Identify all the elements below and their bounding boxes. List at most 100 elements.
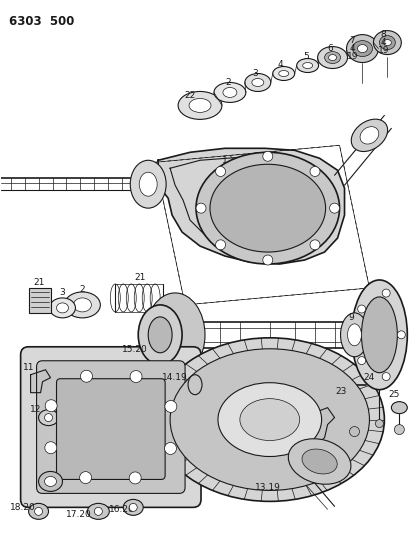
Circle shape bbox=[317, 457, 325, 465]
Ellipse shape bbox=[145, 293, 204, 377]
Ellipse shape bbox=[155, 338, 384, 502]
Ellipse shape bbox=[239, 399, 299, 441]
Text: 11: 11 bbox=[303, 400, 315, 409]
Ellipse shape bbox=[73, 298, 91, 312]
Ellipse shape bbox=[209, 164, 325, 252]
Text: 17.20: 17.20 bbox=[65, 510, 91, 519]
Text: 9: 9 bbox=[348, 313, 353, 322]
Ellipse shape bbox=[302, 62, 312, 69]
Circle shape bbox=[34, 507, 43, 515]
Ellipse shape bbox=[49, 298, 75, 318]
Ellipse shape bbox=[351, 119, 387, 151]
Ellipse shape bbox=[189, 99, 211, 112]
Text: 18.20: 18.20 bbox=[10, 503, 36, 512]
Ellipse shape bbox=[38, 472, 62, 491]
Text: 1: 1 bbox=[222, 156, 227, 165]
Circle shape bbox=[309, 240, 319, 250]
Text: 14.19: 14.19 bbox=[162, 373, 187, 382]
Text: 23: 23 bbox=[335, 387, 346, 396]
Text: 21: 21 bbox=[134, 273, 146, 282]
Text: 6303  500: 6303 500 bbox=[9, 15, 74, 28]
Ellipse shape bbox=[373, 30, 400, 54]
Circle shape bbox=[164, 400, 176, 413]
Circle shape bbox=[45, 414, 52, 422]
Text: 8: 8 bbox=[380, 30, 385, 39]
Circle shape bbox=[215, 166, 225, 176]
Text: 4: 4 bbox=[380, 38, 385, 47]
Circle shape bbox=[381, 289, 389, 297]
Text: 16.20: 16.20 bbox=[109, 505, 135, 514]
Ellipse shape bbox=[188, 375, 202, 394]
Ellipse shape bbox=[178, 92, 221, 119]
Ellipse shape bbox=[391, 402, 406, 414]
Text: 2: 2 bbox=[79, 286, 85, 294]
Ellipse shape bbox=[170, 349, 369, 490]
Ellipse shape bbox=[38, 410, 58, 425]
Text: 11: 11 bbox=[23, 363, 34, 372]
Ellipse shape bbox=[251, 78, 263, 86]
Ellipse shape bbox=[351, 280, 406, 390]
Circle shape bbox=[45, 400, 57, 411]
Ellipse shape bbox=[311, 454, 331, 470]
Circle shape bbox=[329, 203, 339, 213]
Ellipse shape bbox=[272, 67, 294, 80]
Ellipse shape bbox=[378, 36, 394, 50]
Text: 10: 10 bbox=[378, 308, 389, 317]
Text: 3: 3 bbox=[59, 288, 65, 297]
Text: 21: 21 bbox=[33, 278, 44, 287]
Circle shape bbox=[196, 203, 205, 213]
Circle shape bbox=[164, 442, 176, 455]
Circle shape bbox=[375, 419, 382, 427]
Text: 6: 6 bbox=[327, 44, 333, 53]
Text: 5: 5 bbox=[302, 52, 308, 61]
Ellipse shape bbox=[357, 45, 366, 53]
Text: 15.20: 15.20 bbox=[122, 345, 148, 354]
Polygon shape bbox=[307, 408, 334, 445]
Circle shape bbox=[262, 151, 272, 161]
Text: 25: 25 bbox=[388, 390, 399, 399]
FancyBboxPatch shape bbox=[56, 379, 165, 480]
Text: 12: 12 bbox=[30, 405, 41, 414]
Ellipse shape bbox=[361, 297, 396, 373]
Circle shape bbox=[262, 255, 272, 265]
Text: 19: 19 bbox=[377, 46, 388, 55]
Ellipse shape bbox=[278, 70, 288, 77]
Ellipse shape bbox=[45, 477, 56, 487]
Circle shape bbox=[381, 373, 389, 381]
Text: 4: 4 bbox=[277, 60, 283, 69]
Circle shape bbox=[215, 240, 225, 250]
Text: 13.19: 13.19 bbox=[254, 483, 280, 492]
FancyBboxPatch shape bbox=[20, 347, 200, 507]
Circle shape bbox=[80, 370, 92, 382]
Ellipse shape bbox=[87, 503, 109, 519]
Ellipse shape bbox=[64, 292, 100, 318]
Text: 24: 24 bbox=[363, 373, 374, 382]
Circle shape bbox=[129, 472, 141, 484]
Ellipse shape bbox=[324, 52, 340, 63]
Circle shape bbox=[79, 472, 91, 483]
Ellipse shape bbox=[288, 439, 350, 484]
Bar bbox=[29, 288, 50, 313]
Circle shape bbox=[357, 357, 365, 365]
Ellipse shape bbox=[130, 160, 166, 208]
Text: 12: 12 bbox=[311, 447, 323, 456]
Ellipse shape bbox=[317, 46, 347, 69]
Ellipse shape bbox=[347, 324, 361, 346]
Ellipse shape bbox=[352, 41, 371, 56]
FancyBboxPatch shape bbox=[36, 361, 184, 494]
Circle shape bbox=[309, 166, 319, 176]
Ellipse shape bbox=[359, 127, 378, 144]
Ellipse shape bbox=[328, 54, 336, 61]
Ellipse shape bbox=[244, 74, 270, 92]
Circle shape bbox=[393, 425, 403, 434]
Ellipse shape bbox=[382, 39, 391, 46]
Circle shape bbox=[129, 503, 137, 511]
Text: 7: 7 bbox=[349, 36, 355, 45]
Text: 22: 22 bbox=[184, 91, 195, 100]
Ellipse shape bbox=[340, 313, 368, 357]
Ellipse shape bbox=[29, 503, 48, 519]
Circle shape bbox=[357, 305, 365, 313]
Ellipse shape bbox=[123, 499, 143, 515]
Polygon shape bbox=[158, 148, 344, 264]
Ellipse shape bbox=[148, 317, 172, 353]
